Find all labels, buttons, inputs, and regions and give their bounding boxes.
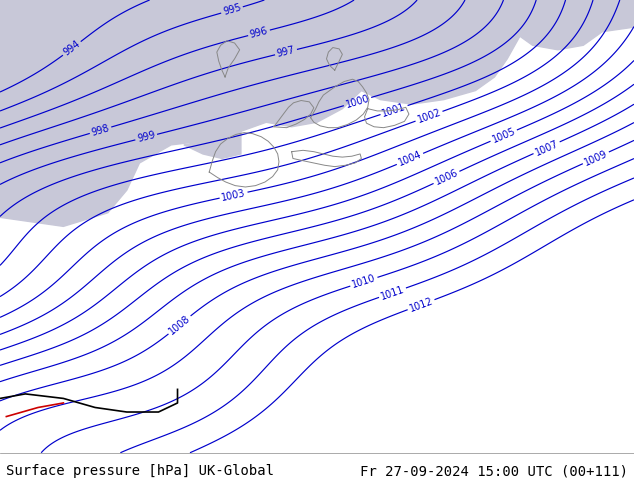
- Text: 1005: 1005: [491, 126, 517, 145]
- Text: 998: 998: [90, 123, 111, 138]
- Text: 997: 997: [276, 45, 296, 59]
- Text: 999: 999: [136, 130, 157, 144]
- Text: 1003: 1003: [221, 188, 247, 202]
- Text: Surface pressure [hPa] UK-Global: Surface pressure [hPa] UK-Global: [6, 465, 275, 478]
- Text: 1006: 1006: [433, 168, 460, 187]
- Polygon shape: [184, 131, 241, 158]
- Text: 1001: 1001: [381, 101, 407, 119]
- Text: 996: 996: [249, 26, 269, 40]
- Text: Fr 27-09-2024 15:00 UTC (00+111): Fr 27-09-2024 15:00 UTC (00+111): [359, 465, 628, 478]
- Polygon shape: [520, 0, 634, 50]
- Text: 1002: 1002: [416, 107, 443, 125]
- Polygon shape: [317, 0, 520, 104]
- Text: 1004: 1004: [397, 149, 423, 168]
- Text: 1009: 1009: [583, 148, 609, 168]
- Text: 1011: 1011: [379, 284, 406, 301]
- Text: 1012: 1012: [408, 295, 434, 314]
- Text: 1000: 1000: [344, 93, 371, 110]
- Text: 1007: 1007: [533, 138, 560, 157]
- Text: 1008: 1008: [167, 313, 192, 337]
- Text: 994: 994: [61, 39, 82, 58]
- Text: 995: 995: [222, 2, 242, 17]
- Text: 1010: 1010: [351, 273, 377, 290]
- Polygon shape: [0, 0, 361, 226]
